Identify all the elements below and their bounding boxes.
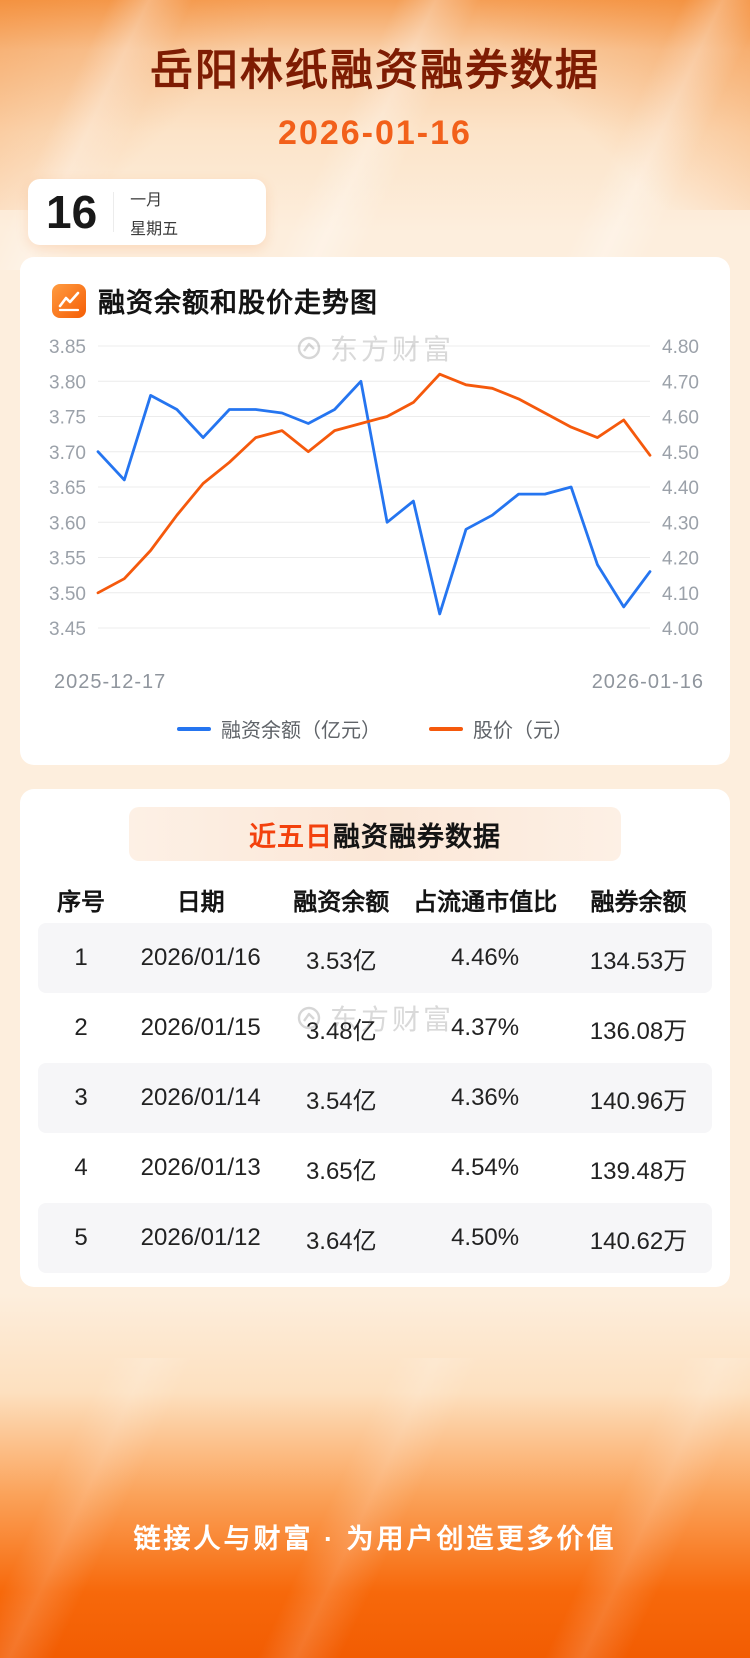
- page-title: 岳阳林纸融资融券数据: [150, 47, 600, 95]
- table-title-highlight: 近五日: [249, 821, 333, 852]
- trend-chart-svg: 3.85 4.80 3.80 4.70 3.75 4.60 3.70 4.50 3.65 4.40…: [49, 337, 699, 640]
- table-cell: 3.64亿: [305, 1227, 377, 1255]
- left-axis-tick: 3.60: [49, 513, 86, 534]
- left-axis-tick: 3.85: [49, 337, 86, 358]
- table-row: 2 2026/01/15 3.48亿 4.37% 136.08万: [38, 993, 712, 1063]
- footer-slogan: 链接人与财富 · 为用户创造更多价值: [133, 1524, 617, 1554]
- left-axis-tick: 3.80: [49, 372, 86, 393]
- left-axis-tick: 3.75: [49, 408, 86, 429]
- table-cell: 2026/01/15: [140, 1014, 261, 1041]
- table-cell: 3.54亿: [305, 1087, 377, 1115]
- table-cell: 2026/01/16: [140, 944, 261, 971]
- right-axis-tick: 4.40: [662, 478, 699, 499]
- x-axis-labels: 2025-12-17 2026-01-16: [40, 667, 710, 694]
- right-axis-tick: 4.10: [662, 584, 699, 605]
- table-cell: 4.50%: [451, 1224, 520, 1251]
- header: 岳阳林纸融资融券数据 2026-01-16: [0, 0, 750, 153]
- legend-item: 融资余额（亿元）: [177, 714, 381, 743]
- footer: 链接人与财富 · 为用户创造更多价值: [0, 1517, 750, 1556]
- calendar-month: 一月: [130, 191, 163, 209]
- table-cell: 3.65亿: [305, 1157, 377, 1185]
- calendar-weekday: 星期五: [130, 220, 179, 238]
- legend-label: 股价（元）: [473, 720, 573, 742]
- right-axis-tick: 4.80: [662, 337, 699, 358]
- legend-swatch: [177, 726, 211, 731]
- table-cell: 3: [74, 1084, 88, 1111]
- data-table: 序号 日期 融资余额 占流通市值比 融券余额 1 2026/01/16 3.53亿 4.46% 1…: [38, 875, 712, 1273]
- table-cell: 136.08万: [589, 1017, 688, 1045]
- trend-chart-icon: [52, 283, 86, 318]
- right-axis-tick: 4.30: [662, 513, 699, 534]
- background-streaks-bottom: [0, 1358, 750, 1658]
- table-row: 5 2026/01/12 3.64亿 4.50% 140.62万: [38, 1203, 712, 1273]
- table-row: 4 2026/01/13 3.65亿 4.54% 139.48万: [38, 1133, 712, 1203]
- table-cell: 2026/01/12: [140, 1224, 261, 1251]
- table-cell: 4.37%: [451, 1014, 520, 1041]
- column-header: 融资余额: [293, 888, 390, 916]
- table-cell: 140.96万: [589, 1087, 688, 1115]
- series-line-0: [96, 379, 652, 616]
- table-row: 1 2026/01/16 3.53亿 4.46% 134.53万: [38, 923, 712, 993]
- table-cell: 134.53万: [589, 947, 688, 975]
- trend-chart: 东方财富 3.85 4.80 3.80 4.70 3.75 4.60 3.70 4.50 3.6…: [40, 332, 710, 667]
- column-header: 占流通市值比: [413, 888, 558, 916]
- series-line-1: [96, 372, 652, 595]
- column-header: 日期: [176, 888, 225, 916]
- left-axis-tick: 3.55: [49, 549, 86, 570]
- right-axis-tick: 4.70: [662, 372, 699, 393]
- legend-item: 股价（元）: [429, 714, 573, 743]
- table-row: 3 2026/01/14 3.54亿 4.36% 140.96万: [38, 1063, 712, 1133]
- right-axis-tick: 4.20: [662, 549, 699, 570]
- column-header: 序号: [57, 888, 105, 916]
- legend-label: 融资余额（亿元）: [221, 720, 381, 742]
- table-title-rest: 融资融券数据: [333, 821, 501, 852]
- legend-swatch: [429, 726, 463, 731]
- table-cell: 3.53亿: [305, 947, 377, 975]
- left-axis-tick: 3.65: [49, 478, 86, 499]
- left-axis-tick: 3.70: [49, 443, 86, 464]
- right-axis-tick: 4.50: [662, 443, 699, 464]
- page-date: 2026-01-16: [278, 114, 472, 152]
- right-axis-tick: 4.60: [662, 408, 699, 429]
- calendar-divider: [113, 192, 115, 232]
- chart-legend: 融资余额（亿元） 股价（元）: [40, 714, 710, 749]
- table-cell: 2026/01/13: [140, 1154, 261, 1181]
- table-cell: 5: [74, 1224, 88, 1251]
- right-axis-tick: 4.00: [662, 619, 699, 640]
- table-cell: 4.54%: [451, 1154, 520, 1181]
- column-header: 融券余额: [590, 888, 687, 916]
- left-axis-tick: 3.45: [49, 619, 86, 640]
- table-title-ribbon: 近五日 融资融券数据: [129, 807, 621, 861]
- calendar-day: 16: [46, 186, 98, 238]
- table-cell: 4: [74, 1154, 88, 1181]
- table-cell: 2: [74, 1014, 88, 1041]
- table-cell: 4.36%: [451, 1084, 520, 1111]
- table-card: 近五日 融资融券数据 东方财富 序号 日期 融资余额 占流通市值比 融券余额 1 2026/0…: [20, 789, 730, 1287]
- table-cell: 4.46%: [451, 944, 520, 971]
- table-cell: 140.62万: [589, 1227, 688, 1255]
- table-cell: 139.48万: [589, 1157, 688, 1185]
- x-axis-end-label: 2026-01-16: [591, 671, 704, 693]
- chart-card: 融资余额和股价走势图 东方财富 3.85 4.80 3.80 4.70 3.75 4.60…: [20, 257, 730, 765]
- chart-title: 融资余额和股价走势图: [98, 288, 378, 318]
- table-cell: 2026/01/14: [140, 1084, 261, 1111]
- table-cell: 3.48亿: [305, 1017, 377, 1045]
- x-axis-start-label: 2025-12-17: [54, 671, 167, 693]
- table-header-row: 序号 日期 融资余额 占流通市值比 融券余额: [38, 875, 712, 923]
- table-cell: 1: [74, 944, 88, 971]
- left-axis-tick: 3.50: [49, 584, 86, 605]
- calendar-card: 16 一月 星期五: [28, 179, 266, 245]
